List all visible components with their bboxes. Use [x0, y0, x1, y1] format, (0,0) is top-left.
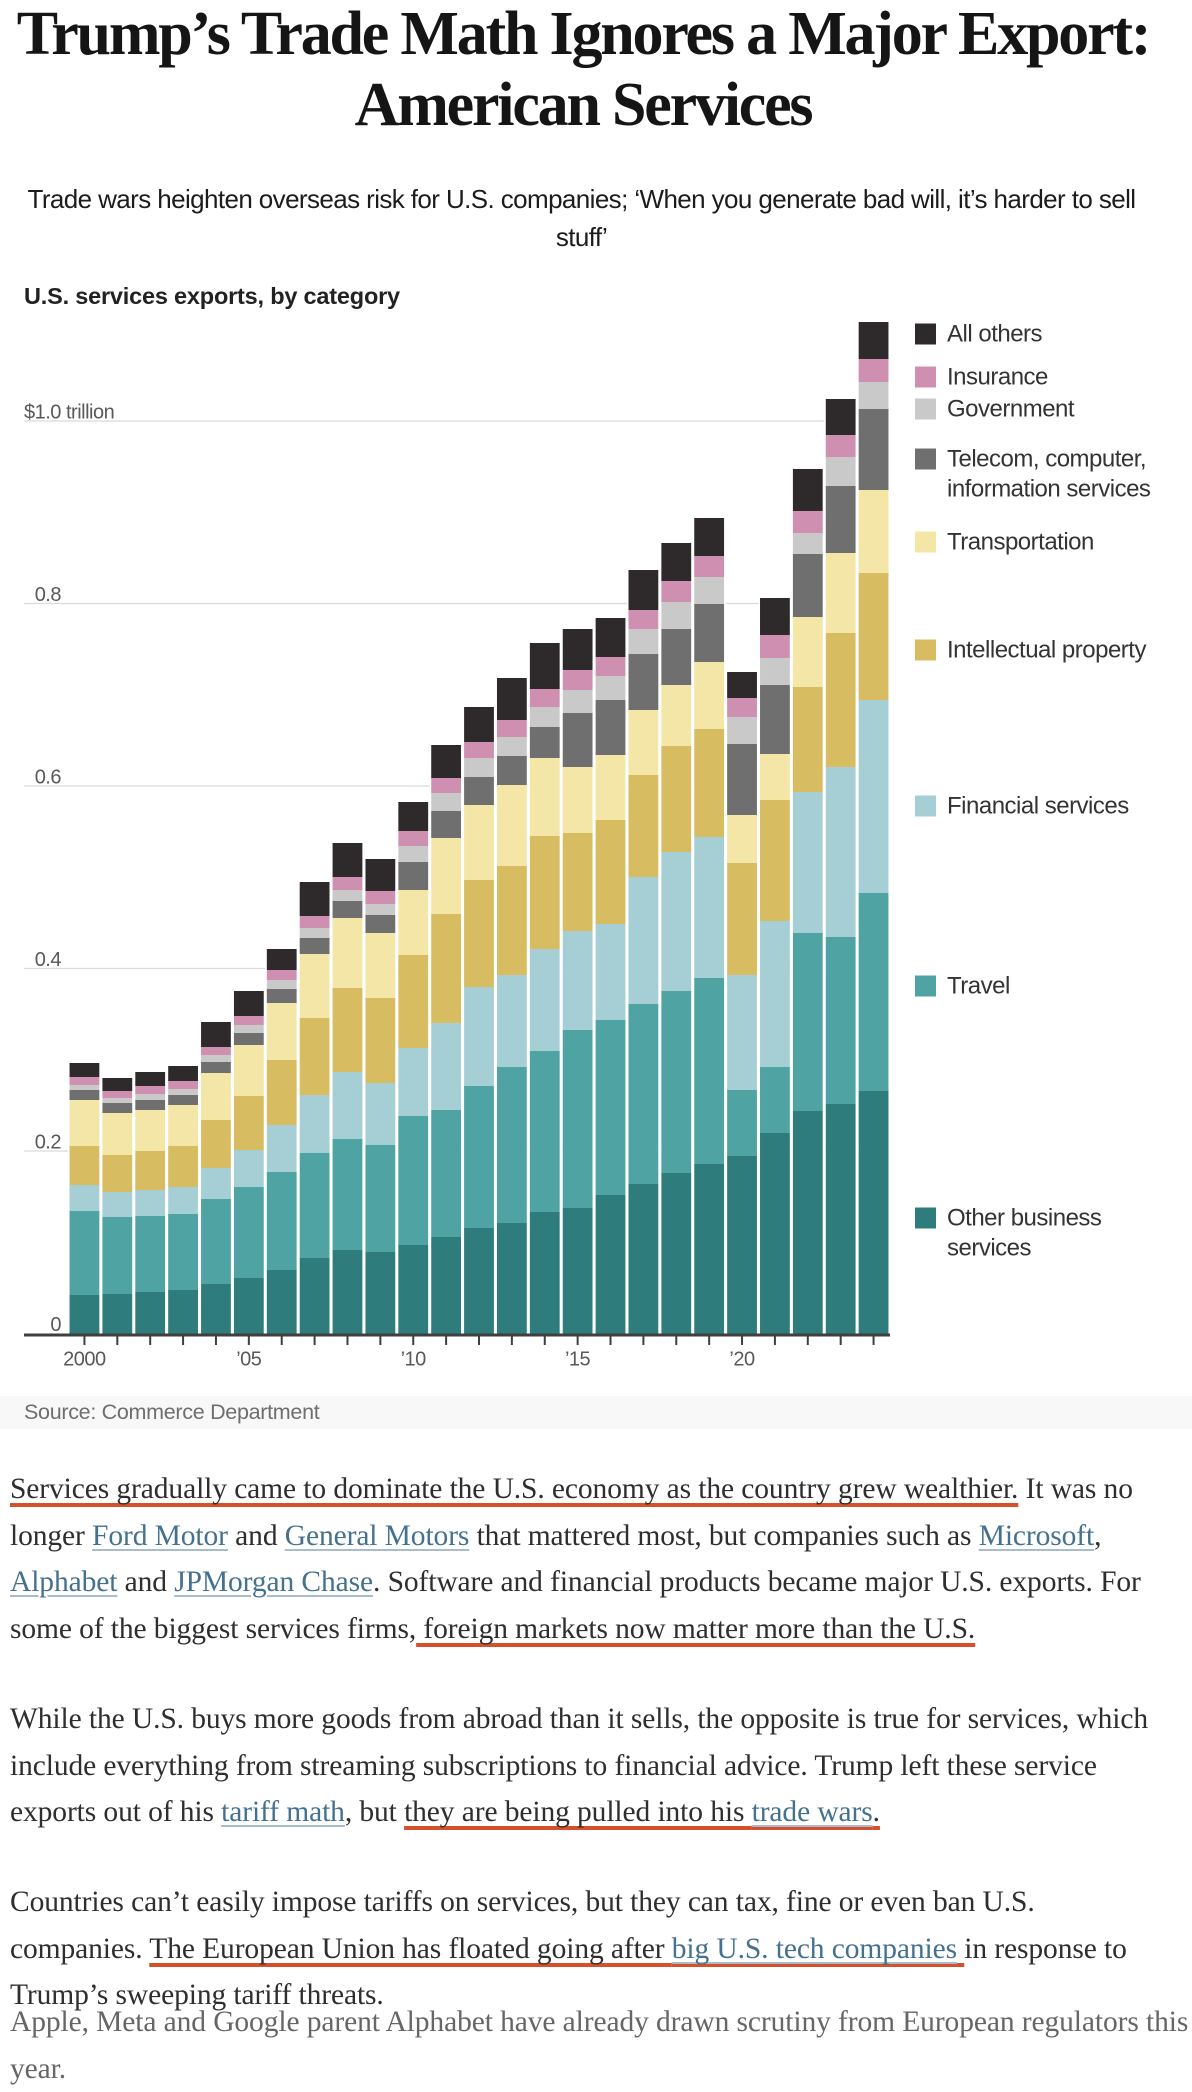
svg-text:services: services — [947, 1235, 1032, 1262]
svg-text:0: 0 — [50, 1314, 61, 1336]
svg-text:Source: Commerce Department: Source: Commerce Department — [24, 1400, 320, 1424]
svg-text:$1.0 trillion: $1.0 trillion — [24, 402, 114, 424]
svg-text:Other business: Other business — [947, 1205, 1102, 1232]
svg-text:’05: ’05 — [236, 1349, 262, 1371]
svg-text:Financial services: Financial services — [947, 793, 1129, 820]
svg-text:0.2: 0.2 — [35, 1132, 62, 1154]
svg-text:All others: All others — [947, 321, 1043, 348]
svg-text:2000: 2000 — [63, 1349, 106, 1371]
svg-text:Transportation: Transportation — [947, 529, 1094, 556]
svg-text:Travel: Travel — [947, 973, 1010, 1000]
svg-text:’10: ’10 — [401, 1349, 427, 1371]
svg-text:Telecom, computer,: Telecom, computer, — [947, 446, 1146, 473]
svg-text:0.4: 0.4 — [35, 949, 62, 971]
svg-text:U.S. services exports, by cate: U.S. services exports, by category — [24, 283, 400, 309]
svg-text:0.8: 0.8 — [35, 584, 62, 606]
svg-text:Intellectual property: Intellectual property — [947, 637, 1146, 664]
svg-text:0.6: 0.6 — [35, 767, 62, 789]
svg-text:’15: ’15 — [565, 1349, 591, 1371]
svg-text:information services: information services — [947, 476, 1151, 503]
svg-text:Government: Government — [947, 396, 1075, 423]
svg-text:’20: ’20 — [729, 1349, 755, 1371]
svg-text:Insurance: Insurance — [947, 364, 1048, 391]
